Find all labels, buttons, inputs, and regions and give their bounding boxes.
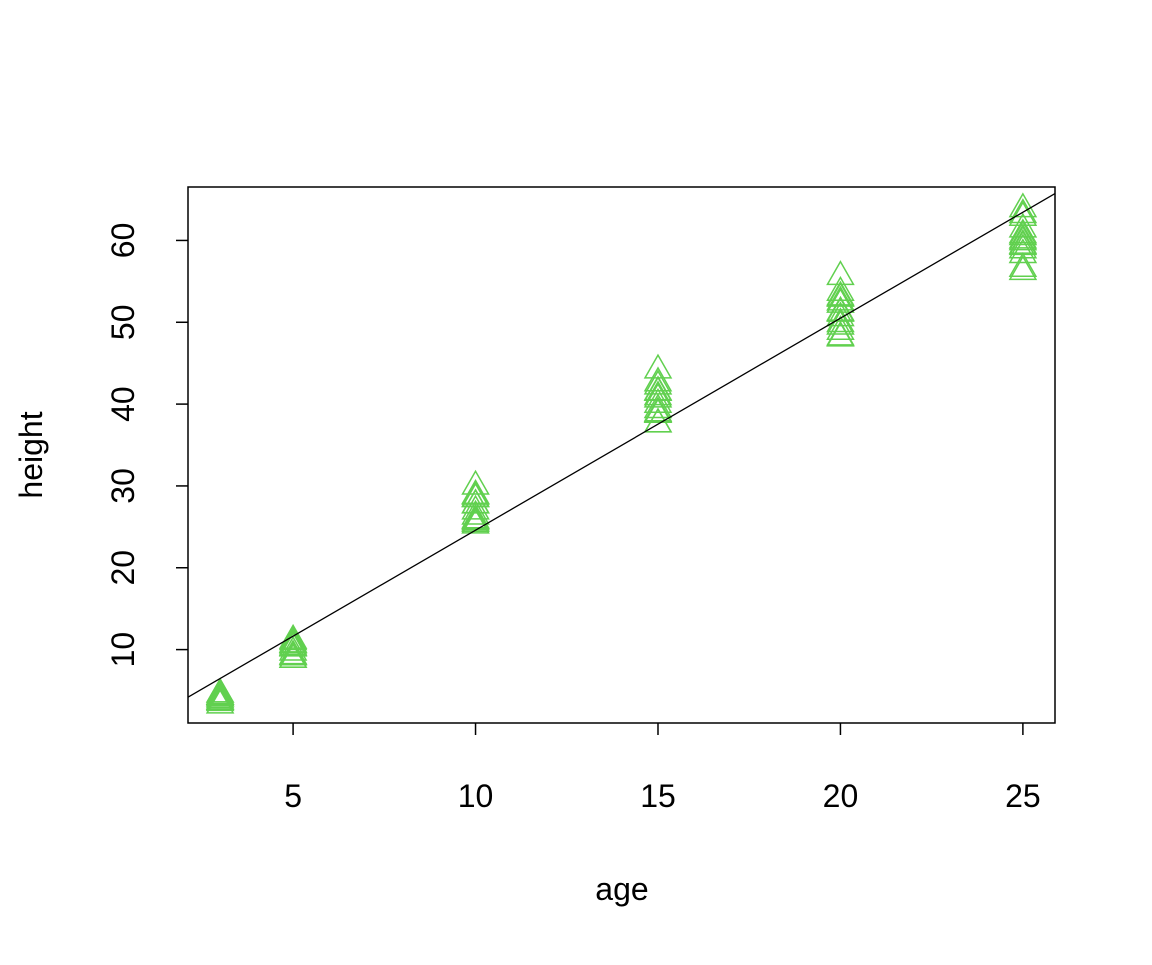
point [278,625,308,651]
point [1008,192,1038,218]
point [278,640,308,666]
point [1008,220,1038,246]
y-tick-label: 20 [105,550,141,586]
point [1008,212,1038,238]
point [461,469,490,495]
x-tick-label: 15 [640,778,676,814]
point [205,681,235,707]
y-tick-label: 10 [105,632,141,668]
point [826,321,855,347]
y-axis-label: height [13,411,49,498]
point [1008,252,1038,278]
point [826,281,855,307]
point [205,683,235,709]
x-tick-label: 5 [284,778,302,814]
point [461,506,490,532]
point [1008,255,1038,281]
point [278,642,308,668]
point [643,369,673,395]
x-axis-label: age [595,871,648,907]
point [1008,230,1038,256]
x-tick-label: 20 [823,778,859,814]
plot-frame [187,186,1056,724]
point [205,688,235,714]
y-tick-label: 60 [105,223,141,259]
point [826,307,855,333]
point [826,276,855,302]
point [1008,218,1038,244]
point [643,387,673,413]
point [205,679,235,705]
point [826,314,855,340]
point [205,677,235,703]
x-tick-label: 25 [1005,778,1041,814]
point [278,628,308,654]
point [461,503,490,529]
fit-line [187,192,1056,698]
point [278,631,308,657]
y-tick-label: 50 [105,304,141,340]
point [1008,225,1038,251]
point [461,499,490,525]
point [278,635,308,661]
point [1008,238,1038,264]
point [643,382,673,408]
point [461,494,490,520]
point [643,396,673,422]
y-tick-label: 40 [105,386,141,422]
point [205,684,235,710]
y-tick-label: 30 [105,468,141,504]
x-tick-label: 10 [458,778,494,814]
point [461,508,490,534]
point [461,488,490,514]
